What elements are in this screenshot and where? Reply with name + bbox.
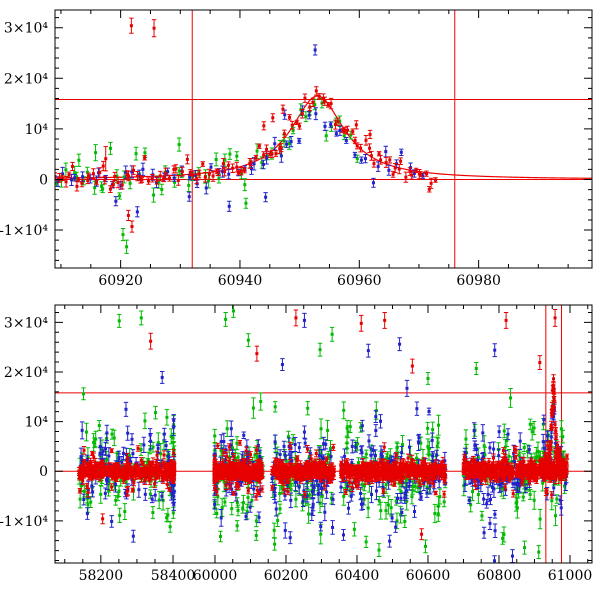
light-curves-canvas: [0, 0, 600, 600]
light-curve-figure: [0, 0, 600, 600]
